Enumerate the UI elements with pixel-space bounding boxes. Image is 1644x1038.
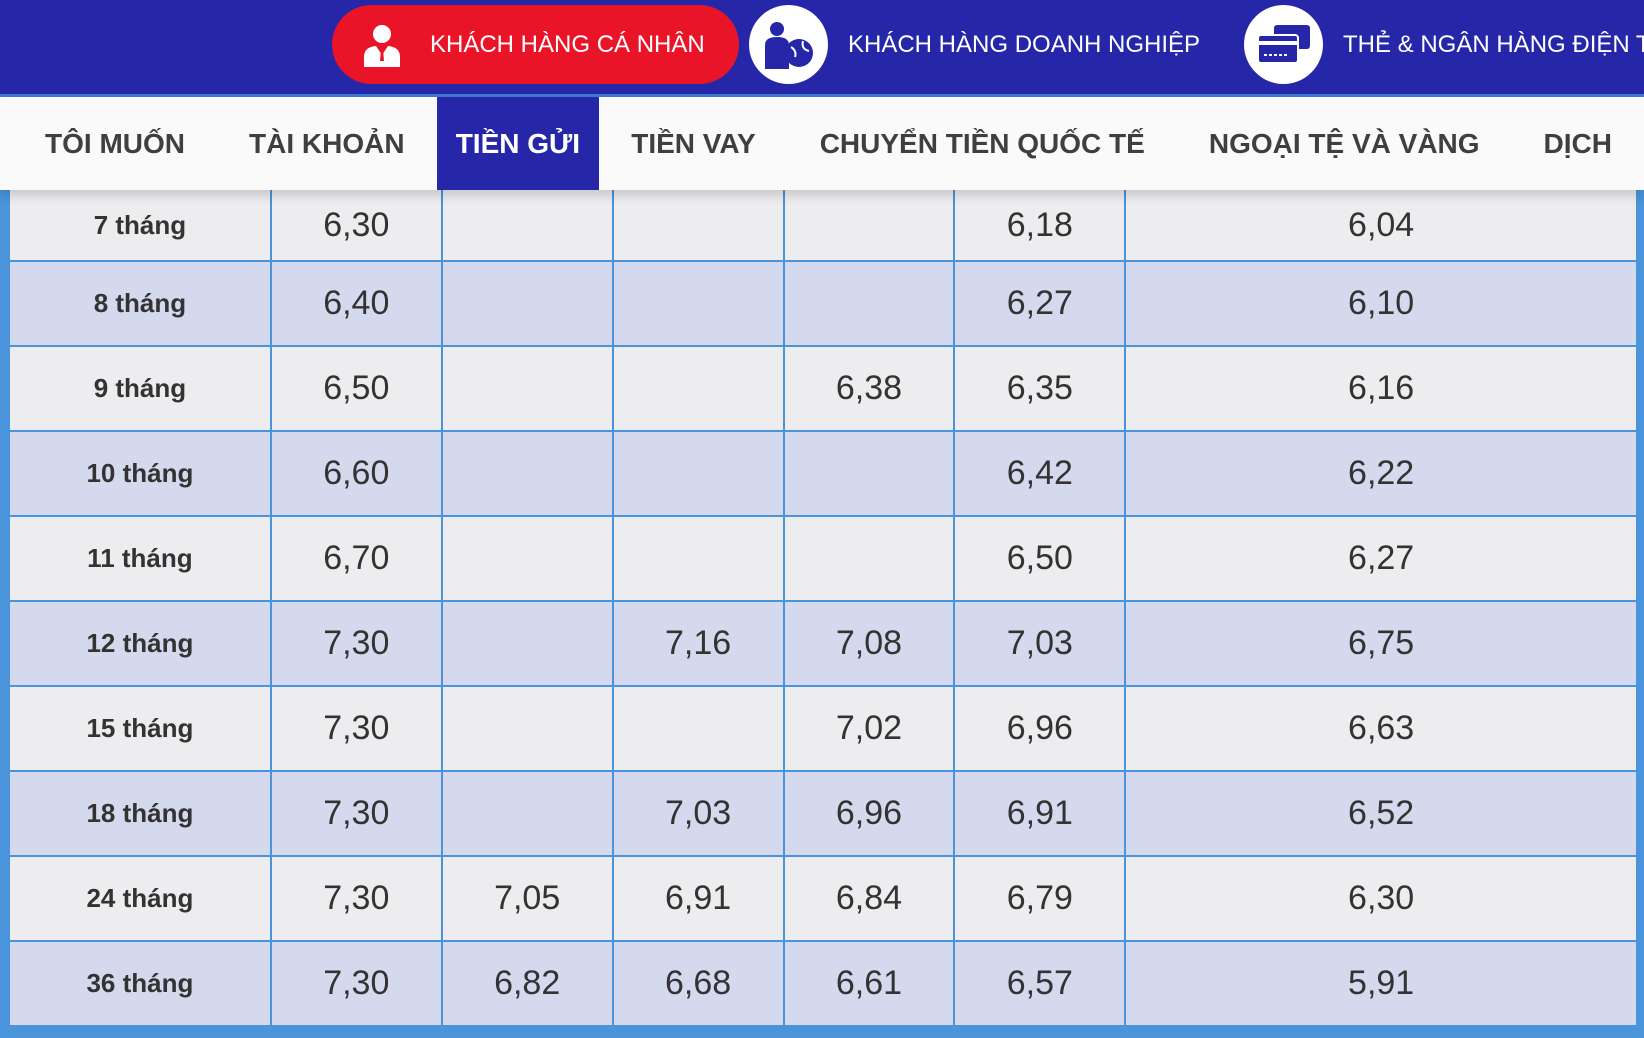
tab-tien-vay[interactable]: TIỀN VAY — [631, 127, 756, 159]
rate-cell — [785, 517, 956, 600]
rate-cell — [443, 347, 614, 430]
rate-cell: 6,10 — [1348, 284, 1415, 322]
rate-cell: 6,40 — [272, 262, 443, 345]
tab-toi-muon[interactable]: TÔI MUỐN — [45, 127, 185, 159]
tab-ngoai-te-va-vang[interactable]: NGOẠI TỆ VÀ VÀNG — [1208, 127, 1480, 159]
rate-cell: 7,30 — [272, 602, 443, 685]
rate-cell: 6,50 — [955, 517, 1127, 600]
table-row: 18 tháng 7,30 7,03 6,96 6,91 6,52 — [10, 772, 1636, 857]
rate-cell — [443, 772, 614, 855]
rate-cell — [614, 687, 785, 770]
table-row: 7 tháng 6,30 6,18 6,04 — [10, 190, 1636, 262]
term-label: 18 tháng — [10, 772, 272, 855]
rate-cell: 7,30 — [272, 857, 443, 940]
rate-cell: 6,42 — [955, 432, 1127, 515]
rate-cell — [614, 347, 785, 430]
table-row: 24 tháng 7,30 7,05 6,91 6,84 6,79 6,30 — [10, 857, 1636, 942]
rate-cell: 6,84 — [785, 857, 956, 940]
rate-cell — [443, 602, 614, 685]
table-row: 36 tháng 7,30 6,82 6,68 6,61 6,57 5,91 — [10, 942, 1636, 1027]
rate-cell: 7,03 — [955, 602, 1127, 685]
term-label: 10 tháng — [10, 432, 272, 515]
rate-cell: 6,91 — [614, 857, 785, 940]
rate-cell: 6,61 — [785, 942, 956, 1025]
rate-cell: 6,30 — [1348, 879, 1415, 917]
table-row: 9 tháng 6,50 6,38 6,35 6,16 — [10, 347, 1636, 432]
term-label: 11 tháng — [10, 517, 272, 600]
rate-cell: 6,63 — [1348, 709, 1415, 747]
rate-cell — [443, 432, 614, 515]
rate-cell: 5,91 — [1348, 964, 1415, 1002]
rate-cell: 6,22 — [1348, 454, 1415, 492]
rate-cell — [443, 262, 614, 345]
person-icon — [342, 5, 422, 84]
rate-cell — [785, 190, 956, 260]
rate-cell — [614, 517, 785, 600]
table-row: 11 tháng 6,70 6,50 6,27 — [10, 517, 1636, 602]
rate-cell: 6,60 — [272, 432, 443, 515]
tab-tai-khoan[interactable]: TÀI KHOẢN — [249, 127, 405, 159]
segment-business[interactable]: KHÁCH HÀNG DOANH NGHIỆP — [749, 5, 1200, 84]
rate-cell: 6,79 — [955, 857, 1127, 940]
rate-cell: 6,68 — [614, 942, 785, 1025]
tab-chuyen-tien-quoc-te[interactable]: CHUYỂN TIỀN QUỐC TẾ — [819, 127, 1145, 159]
rate-cell: 6,27 — [1348, 539, 1415, 577]
segment-personal[interactable]: KHÁCH HÀNG CÁ NHÂN — [332, 5, 739, 84]
rate-cell: 6,38 — [785, 347, 956, 430]
rate-cell: 6,30 — [272, 190, 443, 260]
rate-cell: 7,08 — [785, 602, 956, 685]
term-label: 12 tháng — [10, 602, 272, 685]
rate-cell: 6,27 — [955, 262, 1127, 345]
rate-cell: 6,35 — [955, 347, 1127, 430]
tab-dich-vu[interactable]: DỊCH — [1543, 127, 1612, 159]
rate-cell: 6,70 — [272, 517, 443, 600]
rate-cell — [443, 687, 614, 770]
rate-cell: 7,02 — [785, 687, 956, 770]
rate-cell: 7,30 — [272, 772, 443, 855]
table-row: 15 tháng 7,30 7,02 6,96 6,63 — [10, 687, 1636, 772]
term-label: 15 tháng — [10, 687, 272, 770]
rate-cell — [614, 262, 785, 345]
segment-cards[interactable]: THẺ & NGÂN HÀNG ĐIỆN T — [1244, 5, 1644, 84]
rate-cell: 7,03 — [614, 772, 785, 855]
rate-cell: 6,04 — [1348, 205, 1415, 244]
rate-cell — [443, 190, 614, 260]
rate-cell: 6,50 — [272, 347, 443, 430]
rate-cell: 7,05 — [443, 857, 614, 940]
rate-cell: 7,30 — [272, 942, 443, 1025]
segment-label: KHÁCH HÀNG CÁ NHÂN — [430, 30, 705, 58]
rate-cell: 7,30 — [272, 687, 443, 770]
rate-cell: 6,82 — [443, 942, 614, 1025]
rate-cell — [785, 432, 956, 515]
table-row: 8 tháng 6,40 6,27 6,10 — [10, 262, 1636, 347]
term-label: 9 tháng — [10, 347, 272, 430]
term-label: 36 tháng — [10, 942, 272, 1025]
rate-cell: 6,52 — [1348, 794, 1415, 832]
rate-cell — [443, 517, 614, 600]
rate-cell — [614, 190, 785, 260]
rate-cell: 6,96 — [955, 687, 1127, 770]
rate-cell — [614, 432, 785, 515]
term-label: 8 tháng — [10, 262, 272, 345]
table-row: 12 tháng 7,30 7,16 7,08 7,03 6,75 — [10, 602, 1636, 687]
cards-icon — [1244, 5, 1323, 84]
interest-rate-table: 7 tháng 6,30 6,18 6,04 8 tháng 6,40 6,27 6,10 9 … — [10, 190, 1636, 1027]
rate-cell: 6,16 — [1348, 369, 1415, 407]
top-bar: KHÁCH HÀNG CÁ NHÂN KHÁCH HÀNG DOANH NGHI… — [0, 0, 1644, 97]
business-globe-icon — [749, 5, 828, 84]
term-label: 7 tháng — [10, 190, 272, 260]
rate-cell: 7,16 — [614, 602, 785, 685]
rate-cell: 6,96 — [785, 772, 956, 855]
rate-cell: 6,18 — [955, 190, 1127, 260]
main-nav: TÔI MUỐN TÀI KHOẢN TIỀN GỬI TIỀN VAY CHU… — [0, 97, 1644, 190]
table-row: 10 tháng 6,60 6,42 6,22 — [10, 432, 1636, 517]
rate-cell — [785, 262, 956, 345]
segment-label: THẺ & NGÂN HÀNG ĐIỆN T — [1343, 30, 1644, 58]
term-label: 24 tháng — [10, 857, 272, 940]
rate-cell: 6,75 — [1348, 624, 1415, 662]
rate-cell: 6,91 — [955, 772, 1127, 855]
rate-cell: 6,57 — [955, 942, 1127, 1025]
segment-label: KHÁCH HÀNG DOANH NGHIỆP — [848, 30, 1201, 58]
tab-tien-gui[interactable]: TIỀN GỬI — [436, 97, 600, 190]
